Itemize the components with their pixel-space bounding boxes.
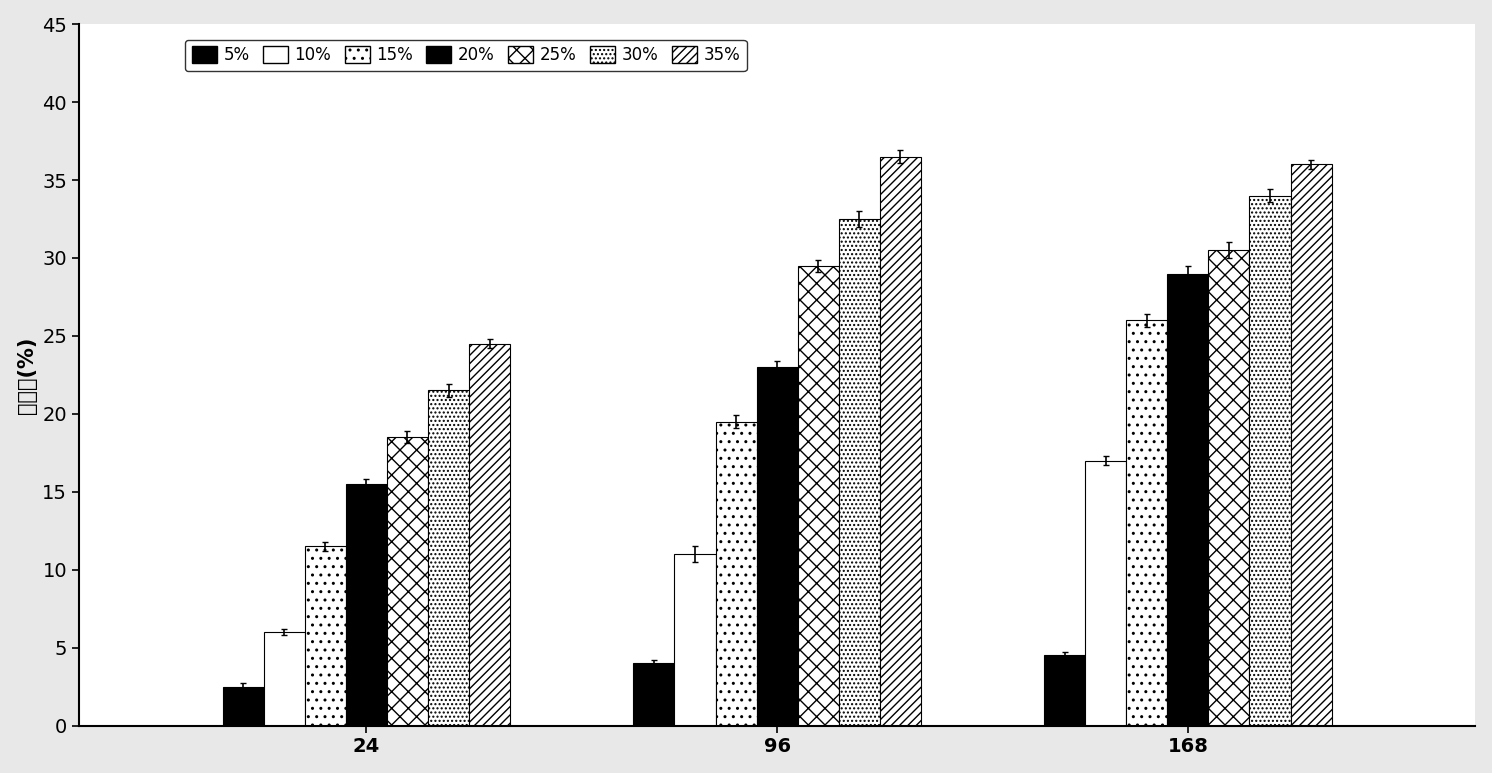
- Bar: [674, 554, 716, 726]
- Bar: [756, 367, 798, 726]
- Bar: [222, 686, 264, 726]
- Bar: [1126, 320, 1167, 726]
- Bar: [1291, 165, 1331, 726]
- Bar: [880, 157, 921, 726]
- Bar: [1249, 196, 1291, 726]
- Y-axis label: 去除率(%): 去除率(%): [16, 336, 37, 414]
- Bar: [386, 438, 428, 726]
- Legend: 5%, 10%, 15%, 20%, 25%, 30%, 35%: 5%, 10%, 15%, 20%, 25%, 30%, 35%: [185, 39, 746, 71]
- Bar: [346, 484, 386, 726]
- Bar: [798, 266, 839, 726]
- Bar: [428, 390, 468, 726]
- Bar: [1167, 274, 1209, 726]
- Bar: [264, 632, 304, 726]
- Bar: [468, 344, 510, 726]
- Bar: [304, 547, 346, 726]
- Bar: [634, 663, 674, 726]
- Bar: [1085, 461, 1126, 726]
- Bar: [1044, 656, 1085, 726]
- Bar: [716, 421, 756, 726]
- Bar: [1209, 250, 1249, 726]
- Bar: [839, 219, 880, 726]
